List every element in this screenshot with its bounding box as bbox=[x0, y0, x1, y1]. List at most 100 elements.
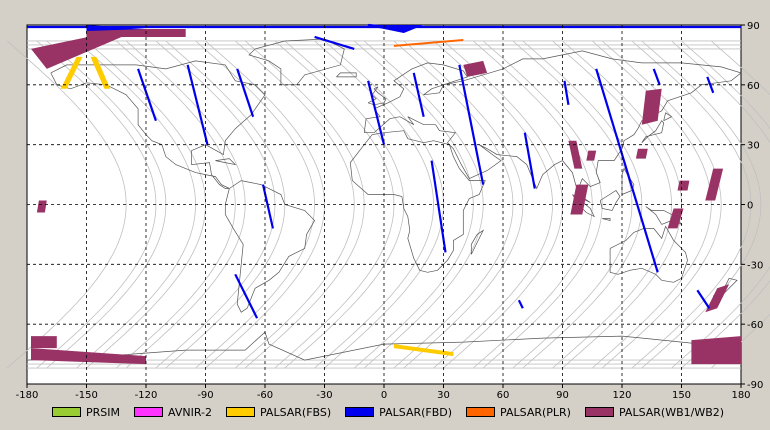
x-tick-label: 120 bbox=[612, 390, 631, 401]
swath-fbs bbox=[60, 56, 83, 89]
swath-wb bbox=[86, 29, 186, 37]
orbit-track bbox=[116, 40, 236, 369]
palsar-swaths bbox=[27, 23, 741, 365]
orbit-track bbox=[631, 40, 752, 369]
coastline bbox=[224, 180, 316, 313]
coastline bbox=[470, 229, 485, 255]
coastline bbox=[599, 190, 621, 211]
coastline bbox=[50, 60, 266, 189]
orbit-track bbox=[482, 40, 603, 369]
swath-fbd-polar bbox=[364, 25, 424, 33]
x-tick-label: -150 bbox=[75, 390, 98, 401]
orbit-track bbox=[433, 40, 554, 369]
coastline bbox=[367, 86, 387, 106]
coastline bbox=[215, 158, 237, 166]
legend-item-prsim: PRSIM bbox=[52, 406, 120, 419]
legend-item-palsar-plr: PALSAR(PLR) bbox=[466, 406, 571, 419]
y-tick-label: -60 bbox=[747, 320, 763, 331]
swath-fbd bbox=[696, 289, 711, 309]
orbit-track bbox=[314, 40, 435, 369]
swath-fbd bbox=[412, 72, 425, 117]
x-tick-label: 150 bbox=[672, 390, 691, 401]
x-tick-label: 30 bbox=[437, 390, 450, 401]
coastline bbox=[663, 112, 673, 122]
swath-plr bbox=[393, 39, 464, 47]
orbit-track bbox=[393, 40, 514, 369]
swath-wb bbox=[463, 60, 488, 77]
swath-wb bbox=[568, 140, 583, 169]
legend-label-palsar-plr: PALSAR(PLR) bbox=[500, 405, 571, 419]
axis-ticks: -180 -150 -120 -90 -60 -30 0 30 60 90 120 150 180 90 6… bbox=[16, 21, 764, 401]
coastline bbox=[641, 120, 665, 143]
swath-fbd bbox=[458, 64, 485, 185]
x-tick-label: 180 bbox=[731, 390, 750, 401]
coastline bbox=[602, 218, 611, 221]
orbit-track bbox=[601, 40, 722, 369]
coastline bbox=[26, 331, 742, 361]
x-tick-label: -120 bbox=[135, 390, 158, 401]
swath-fbd bbox=[236, 68, 255, 118]
coastline bbox=[336, 72, 357, 78]
x-tick-label: 0 bbox=[381, 390, 387, 401]
orbit-track bbox=[671, 40, 770, 369]
legend-label-palsar-fbd: PALSAR(FBD) bbox=[379, 405, 453, 419]
swath-wb bbox=[697, 350, 732, 363]
legend-swatch-palsar-wb bbox=[584, 407, 614, 417]
orbit-track bbox=[681, 40, 770, 369]
legend-item-palsar-wb: PALSAR(WB1/WB2) bbox=[584, 405, 725, 419]
legend-swatch-palsar-plr bbox=[466, 407, 496, 417]
y-tick-label: 60 bbox=[747, 81, 760, 92]
swath-fbd bbox=[186, 64, 209, 145]
legend-swatch-palsar-fbd bbox=[345, 407, 375, 417]
swath-fbd bbox=[367, 80, 386, 145]
swath-wb bbox=[635, 148, 648, 159]
legend-label-avnir2: AVNIR-2 bbox=[168, 405, 212, 419]
swath-wb bbox=[31, 348, 146, 365]
legend-label-prsim: PRSIM bbox=[86, 405, 120, 419]
swath-fbd bbox=[234, 273, 259, 319]
legend-swatch-avnir2 bbox=[134, 407, 163, 417]
sensor-legend: PRSIM AVNIR-2 PALSAR(FBS) PALSAR(FBD) PA… bbox=[0, 401, 770, 423]
swath-fbd bbox=[517, 299, 524, 309]
orbit-track bbox=[512, 40, 633, 369]
swath-fbd bbox=[563, 80, 570, 105]
swath-fbd-polar bbox=[86, 25, 146, 31]
orbit-track bbox=[284, 40, 405, 369]
swath-fbd bbox=[652, 68, 661, 86]
coastline bbox=[248, 38, 345, 86]
swath-fbd bbox=[137, 68, 157, 122]
legend-swatch-palsar-fbs bbox=[225, 407, 255, 417]
x-tick-label: -30 bbox=[316, 390, 332, 401]
legend-label-palsar-fbs: PALSAR(FBS) bbox=[259, 405, 332, 419]
legend-item-palsar-fbd: PALSAR(FBD) bbox=[345, 406, 452, 419]
swath-fbd bbox=[261, 184, 275, 229]
legend-item-avnir2: AVNIR-2 bbox=[134, 406, 212, 419]
x-tick-label: -180 bbox=[16, 390, 39, 401]
y-tick-label: -30 bbox=[747, 260, 763, 271]
graticule-grid bbox=[27, 25, 741, 384]
coastline bbox=[349, 130, 486, 273]
y-tick-label: -90 bbox=[747, 380, 763, 391]
swath-wb bbox=[31, 29, 127, 69]
orbit-track bbox=[641, 40, 762, 369]
swath-fbd bbox=[595, 68, 659, 273]
swath-wb bbox=[705, 284, 730, 313]
legend-item-palsar-fbs: PALSAR(FBS) bbox=[225, 405, 332, 419]
swath-fbd bbox=[706, 76, 715, 94]
legend-swatch-prsim bbox=[52, 407, 81, 417]
swath-wb bbox=[36, 200, 47, 213]
y-tick-label: 30 bbox=[747, 141, 760, 152]
swath-wb bbox=[586, 150, 597, 161]
orbit-track bbox=[403, 40, 524, 369]
y-tick-label: 0 bbox=[747, 201, 753, 212]
x-tick-label: -90 bbox=[197, 390, 213, 401]
swath-wb bbox=[641, 88, 662, 125]
swath-wb bbox=[31, 336, 57, 349]
x-tick-label: 90 bbox=[556, 390, 569, 401]
swath-fbd bbox=[314, 35, 355, 50]
swath-wb bbox=[667, 208, 684, 229]
x-tick-label: -60 bbox=[257, 390, 273, 401]
y-tick-label: 90 bbox=[747, 21, 760, 32]
legend-label-palsar-wb: PALSAR(WB1/WB2) bbox=[618, 405, 725, 419]
